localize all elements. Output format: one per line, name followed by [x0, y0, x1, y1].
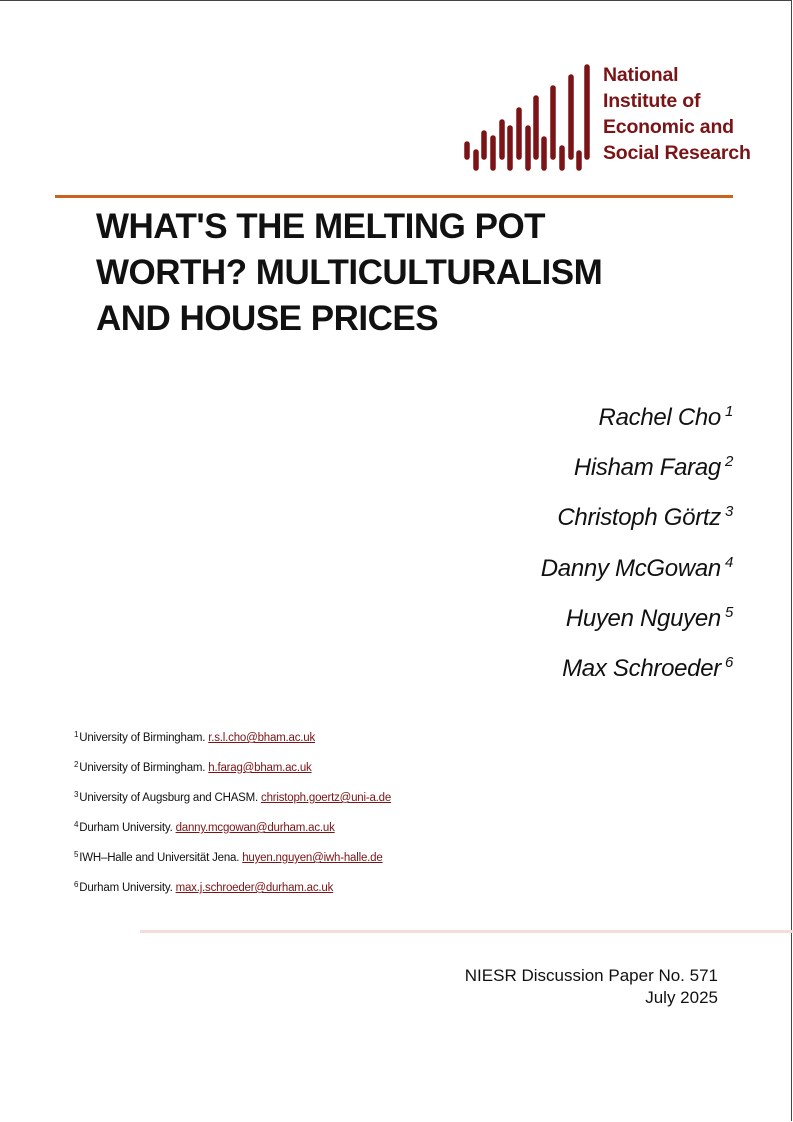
paper-info: NIESR Discussion Paper No. 571 July 2025	[465, 965, 718, 1009]
author-name: Hisham Farag	[573, 454, 721, 482]
email-link[interactable]: r.s.l.cho@bham.ac.uk	[208, 732, 316, 744]
author-footnote-mark: 1	[724, 403, 733, 420]
author-name: Max Schroeder	[562, 654, 721, 682]
footnote-mark: 3	[74, 790, 79, 799]
affiliation: University of Augsburg and CHASM.	[79, 792, 262, 804]
author: Danny McGowan 4	[540, 543, 734, 593]
affiliation: Durham University.	[79, 882, 176, 894]
title-line: AND HOUSE PRICES	[96, 299, 439, 338]
title-line: WORTH? MULTICULTURALISM	[96, 253, 603, 292]
affiliation: IWH–Halle and Universität Jena.	[79, 852, 243, 864]
affiliation: University of Birmingham.	[79, 732, 209, 744]
logo-wordmark: National Institute of Economic and Socia…	[603, 62, 751, 166]
author-footnote-mark: 6	[724, 653, 733, 671]
author-footnote-mark: 4	[724, 553, 733, 571]
footnote: 4Durham University. danny.mcgowan@durham…	[74, 816, 391, 846]
email-link[interactable]: huyen.nguyen@iwh-halle.de	[242, 852, 383, 864]
affiliation: Durham University.	[79, 822, 176, 834]
email-link[interactable]: h.farag@bham.ac.uk	[208, 762, 312, 774]
author-name: Danny McGowan	[540, 554, 721, 582]
footer-divider	[140, 930, 793, 933]
footnote: 5IWH–Halle and Universität Jena. huyen.n…	[74, 846, 391, 876]
footnote: 6Durham University. max.j.schroeder@durh…	[74, 876, 391, 906]
email-link[interactable]: max.j.schroeder@durham.ac.uk	[175, 882, 334, 894]
footnote: 2University of Birmingham. h.farag@bham.…	[74, 756, 391, 786]
logo-line: National	[603, 64, 679, 86]
author-footnote-mark: 5	[724, 603, 733, 621]
author: Huyen Nguyen 5	[541, 593, 734, 643]
header-divider	[55, 195, 733, 198]
paper-date: July 2025	[645, 988, 718, 1007]
footnote: 3University of Augsburg and CHASM. chris…	[74, 786, 391, 816]
author: Christoph Görtz 3	[541, 492, 733, 542]
author-footnote-mark: 3	[724, 503, 733, 521]
affiliation: University of Birmingham.	[79, 762, 209, 774]
footnote-mark: 1	[74, 730, 79, 739]
author: Hisham Farag 2	[541, 442, 733, 492]
author-list: Rachel Cho 1 Hisham Farag 2 Christoph Görtz 3…	[540, 392, 734, 693]
footnote: 1University of Birmingham. r.s.l.cho@bha…	[74, 726, 391, 756]
footnote-mark: 6	[74, 880, 79, 889]
author: Max Schroeder 6	[541, 643, 733, 693]
author: Rachel Cho 1	[541, 392, 734, 442]
logo-line: Economic and	[603, 116, 734, 138]
author-name: Rachel Cho	[598, 404, 722, 431]
author-name: Huyen Nguyen	[565, 604, 721, 632]
paper-series: NIESR Discussion Paper No. 571	[464, 966, 718, 985]
author-name: Christoph Görtz	[557, 504, 721, 532]
footnote-mark: 2	[74, 760, 79, 769]
author-footnote-mark: 2	[724, 453, 733, 471]
niesr-logo-icon	[464, 64, 590, 171]
footnote-mark: 4	[74, 820, 79, 829]
logo-line: Social Research	[603, 142, 751, 164]
email-link[interactable]: danny.mcgowan@durham.ac.uk	[175, 822, 335, 834]
affiliation-footnotes: 1University of Birmingham. r.s.l.cho@bha…	[74, 726, 391, 906]
logo-line: Institute of	[603, 90, 701, 112]
footnote-mark: 5	[74, 850, 79, 859]
page-title: WHAT'S THE MELTING POT WORTH? MULTICULTU…	[96, 204, 603, 342]
title-line: WHAT'S THE MELTING POT	[96, 207, 546, 246]
email-link[interactable]: christoph.goertz@uni-a.de	[261, 792, 392, 804]
